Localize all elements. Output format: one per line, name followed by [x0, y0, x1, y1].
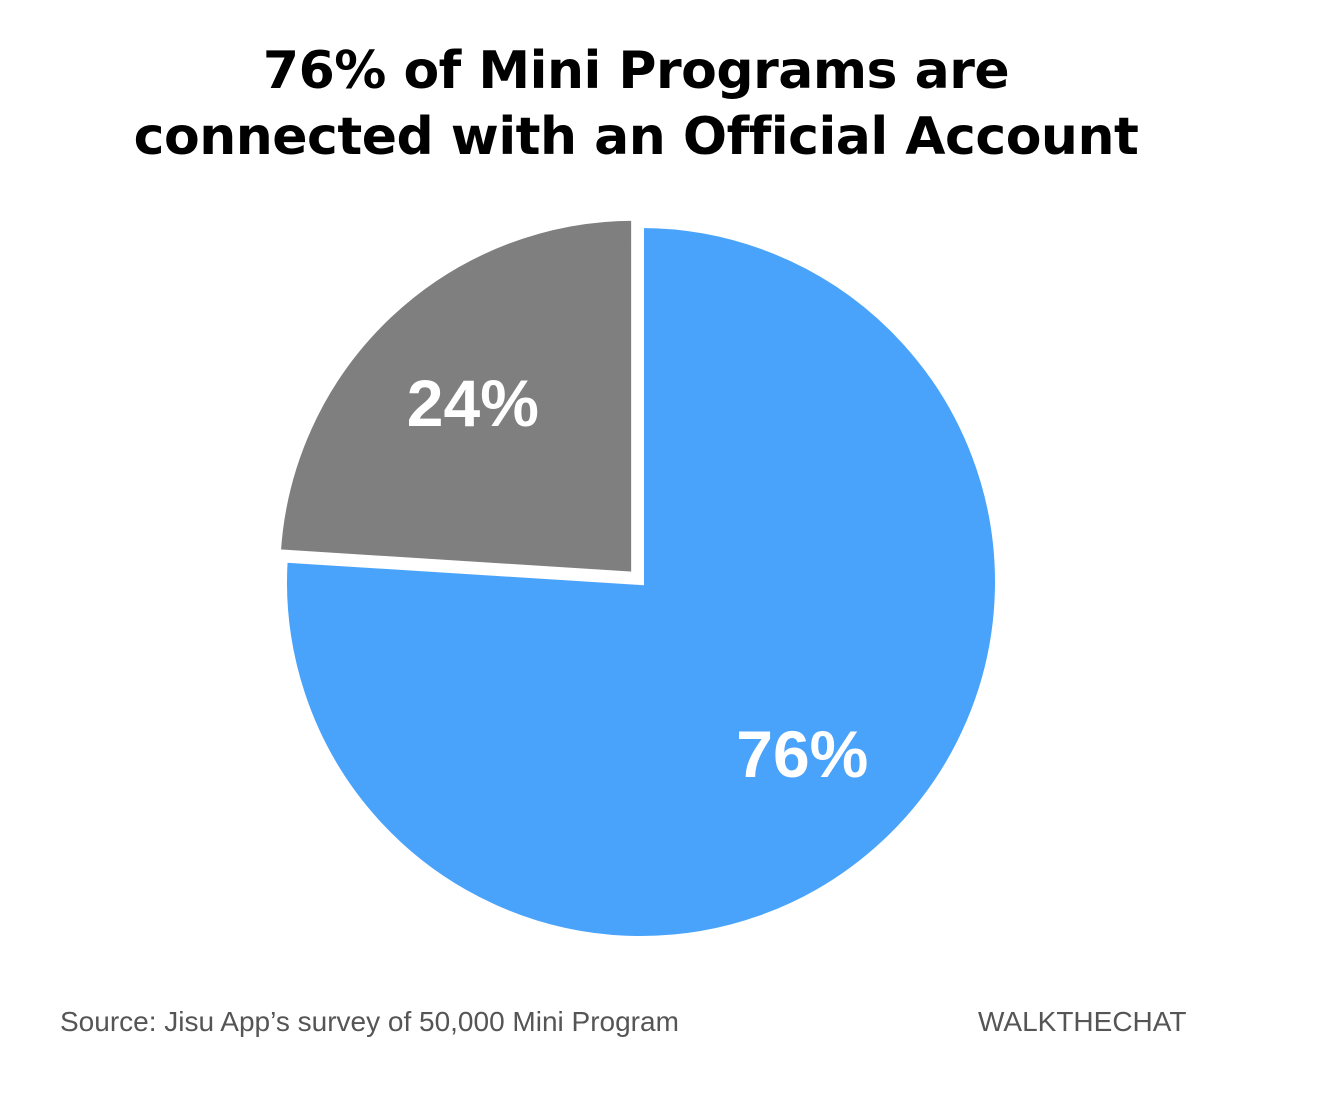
pie-label-76: 76% [736, 717, 868, 791]
chart-title: 76% of Mini Programs are connected with … [0, 38, 1272, 170]
pie-labels: 76% 24% [407, 366, 869, 791]
chart-title-line-1: 76% of Mini Programs are [262, 41, 1010, 101]
brand-label: WALKTHECHAT [978, 1006, 1187, 1037]
pie-label-24: 24% [407, 366, 539, 440]
source-note: Source: Jisu App’s survey of 50,000 Mini… [60, 1006, 679, 1037]
pie-slices [274, 214, 1001, 942]
chart-title-line-2: connected with an Official Account [133, 107, 1139, 167]
pie-slice-76 [281, 221, 1001, 942]
pie-slice-24 [274, 214, 638, 578]
